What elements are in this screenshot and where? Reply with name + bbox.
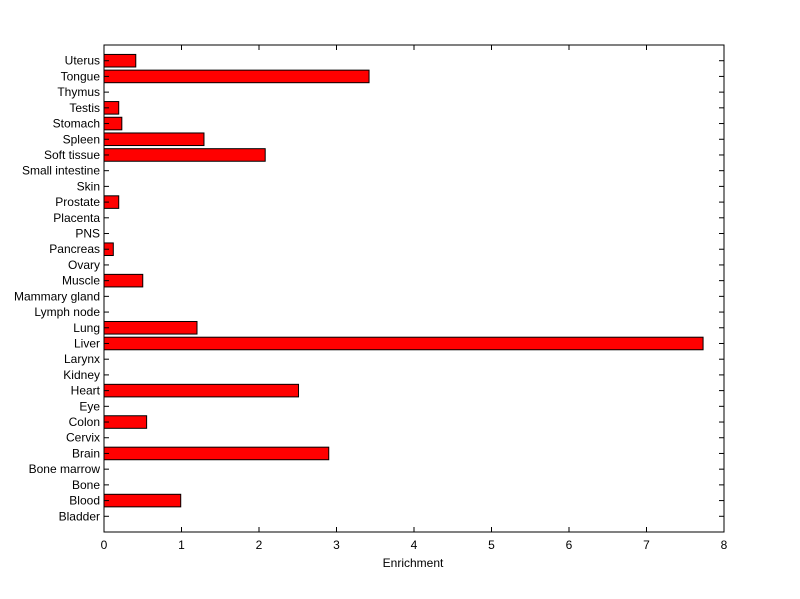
- y-tick-label-tongue: Tongue: [61, 69, 101, 83]
- y-tick-label-blood: Blood: [69, 494, 100, 508]
- bar-lung: [103, 320, 198, 335]
- y-tick-label-placenta: Placenta: [53, 211, 100, 225]
- y-tick-label-bladder: Bladder: [59, 509, 100, 523]
- x-axis-label: Enrichment: [383, 556, 444, 570]
- y-tick-label-liver: Liver: [74, 336, 100, 350]
- bar-blood: [103, 493, 182, 508]
- bar-brain: [103, 446, 330, 461]
- y-tick-label-lung: Lung: [73, 321, 100, 335]
- y-tick-label-soft-tissue: Soft tissue: [44, 148, 100, 162]
- bar-muscle: [103, 273, 144, 288]
- y-tick-label-bone: Bone: [72, 478, 100, 492]
- y-tick-label-brain: Brain: [72, 446, 100, 460]
- bar-heart: [103, 383, 300, 398]
- y-tick-label-stomach: Stomach: [53, 117, 100, 131]
- y-tick-label-colon: Colon: [69, 415, 100, 429]
- y-tick-label-mammary-gland: Mammary gland: [14, 289, 100, 303]
- x-tick-label: 1: [178, 538, 185, 552]
- x-tick-label: 5: [488, 538, 495, 552]
- y-tick-label-small-intestine: Small intestine: [22, 164, 100, 178]
- y-tick-label-spleen: Spleen: [63, 132, 100, 146]
- y-tick-label-prostate: Prostate: [55, 195, 100, 209]
- y-tick-label-heart: Heart: [71, 384, 101, 398]
- y-tick-label-skin: Skin: [77, 179, 100, 193]
- y-tick-label-pancreas: Pancreas: [49, 242, 100, 256]
- x-tick-label: 7: [643, 538, 650, 552]
- y-tick-label-larynx: Larynx: [64, 352, 100, 366]
- y-tick-label-bone-marrow: Bone marrow: [29, 462, 101, 476]
- y-tick-label-ovary: Ovary: [68, 258, 100, 272]
- y-tick-label-thymus: Thymus: [57, 85, 100, 99]
- y-tick-label-testis: Testis: [69, 101, 100, 115]
- y-tick-label-cervix: Cervix: [66, 431, 100, 445]
- y-tick-label-eye: Eye: [79, 399, 100, 413]
- x-tick-label: 4: [411, 538, 418, 552]
- x-ticks-group: 0 1 2 3 4 5 6 7 8: [101, 45, 728, 552]
- x-tick-label: 0: [101, 538, 108, 552]
- x-tick-label: 8: [721, 538, 728, 552]
- x-tick-label: 3: [333, 538, 340, 552]
- y-tick-label-pns: PNS: [75, 227, 100, 241]
- y-tick-label-lymph-node: Lymph node: [34, 305, 100, 319]
- bar-tongue: [103, 69, 370, 84]
- bar-soft-tissue: [103, 148, 266, 162]
- y-tick-label-muscle: Muscle: [62, 274, 100, 288]
- bar-liver: [103, 336, 704, 351]
- bar-colon: [103, 415, 148, 429]
- x-tick-label: 6: [566, 538, 573, 552]
- y-tick-label-kidney: Kidney: [63, 368, 100, 382]
- x-tick-label: 2: [256, 538, 263, 552]
- bar-spleen: [103, 132, 205, 147]
- y-tick-label-uterus: Uterus: [65, 54, 100, 68]
